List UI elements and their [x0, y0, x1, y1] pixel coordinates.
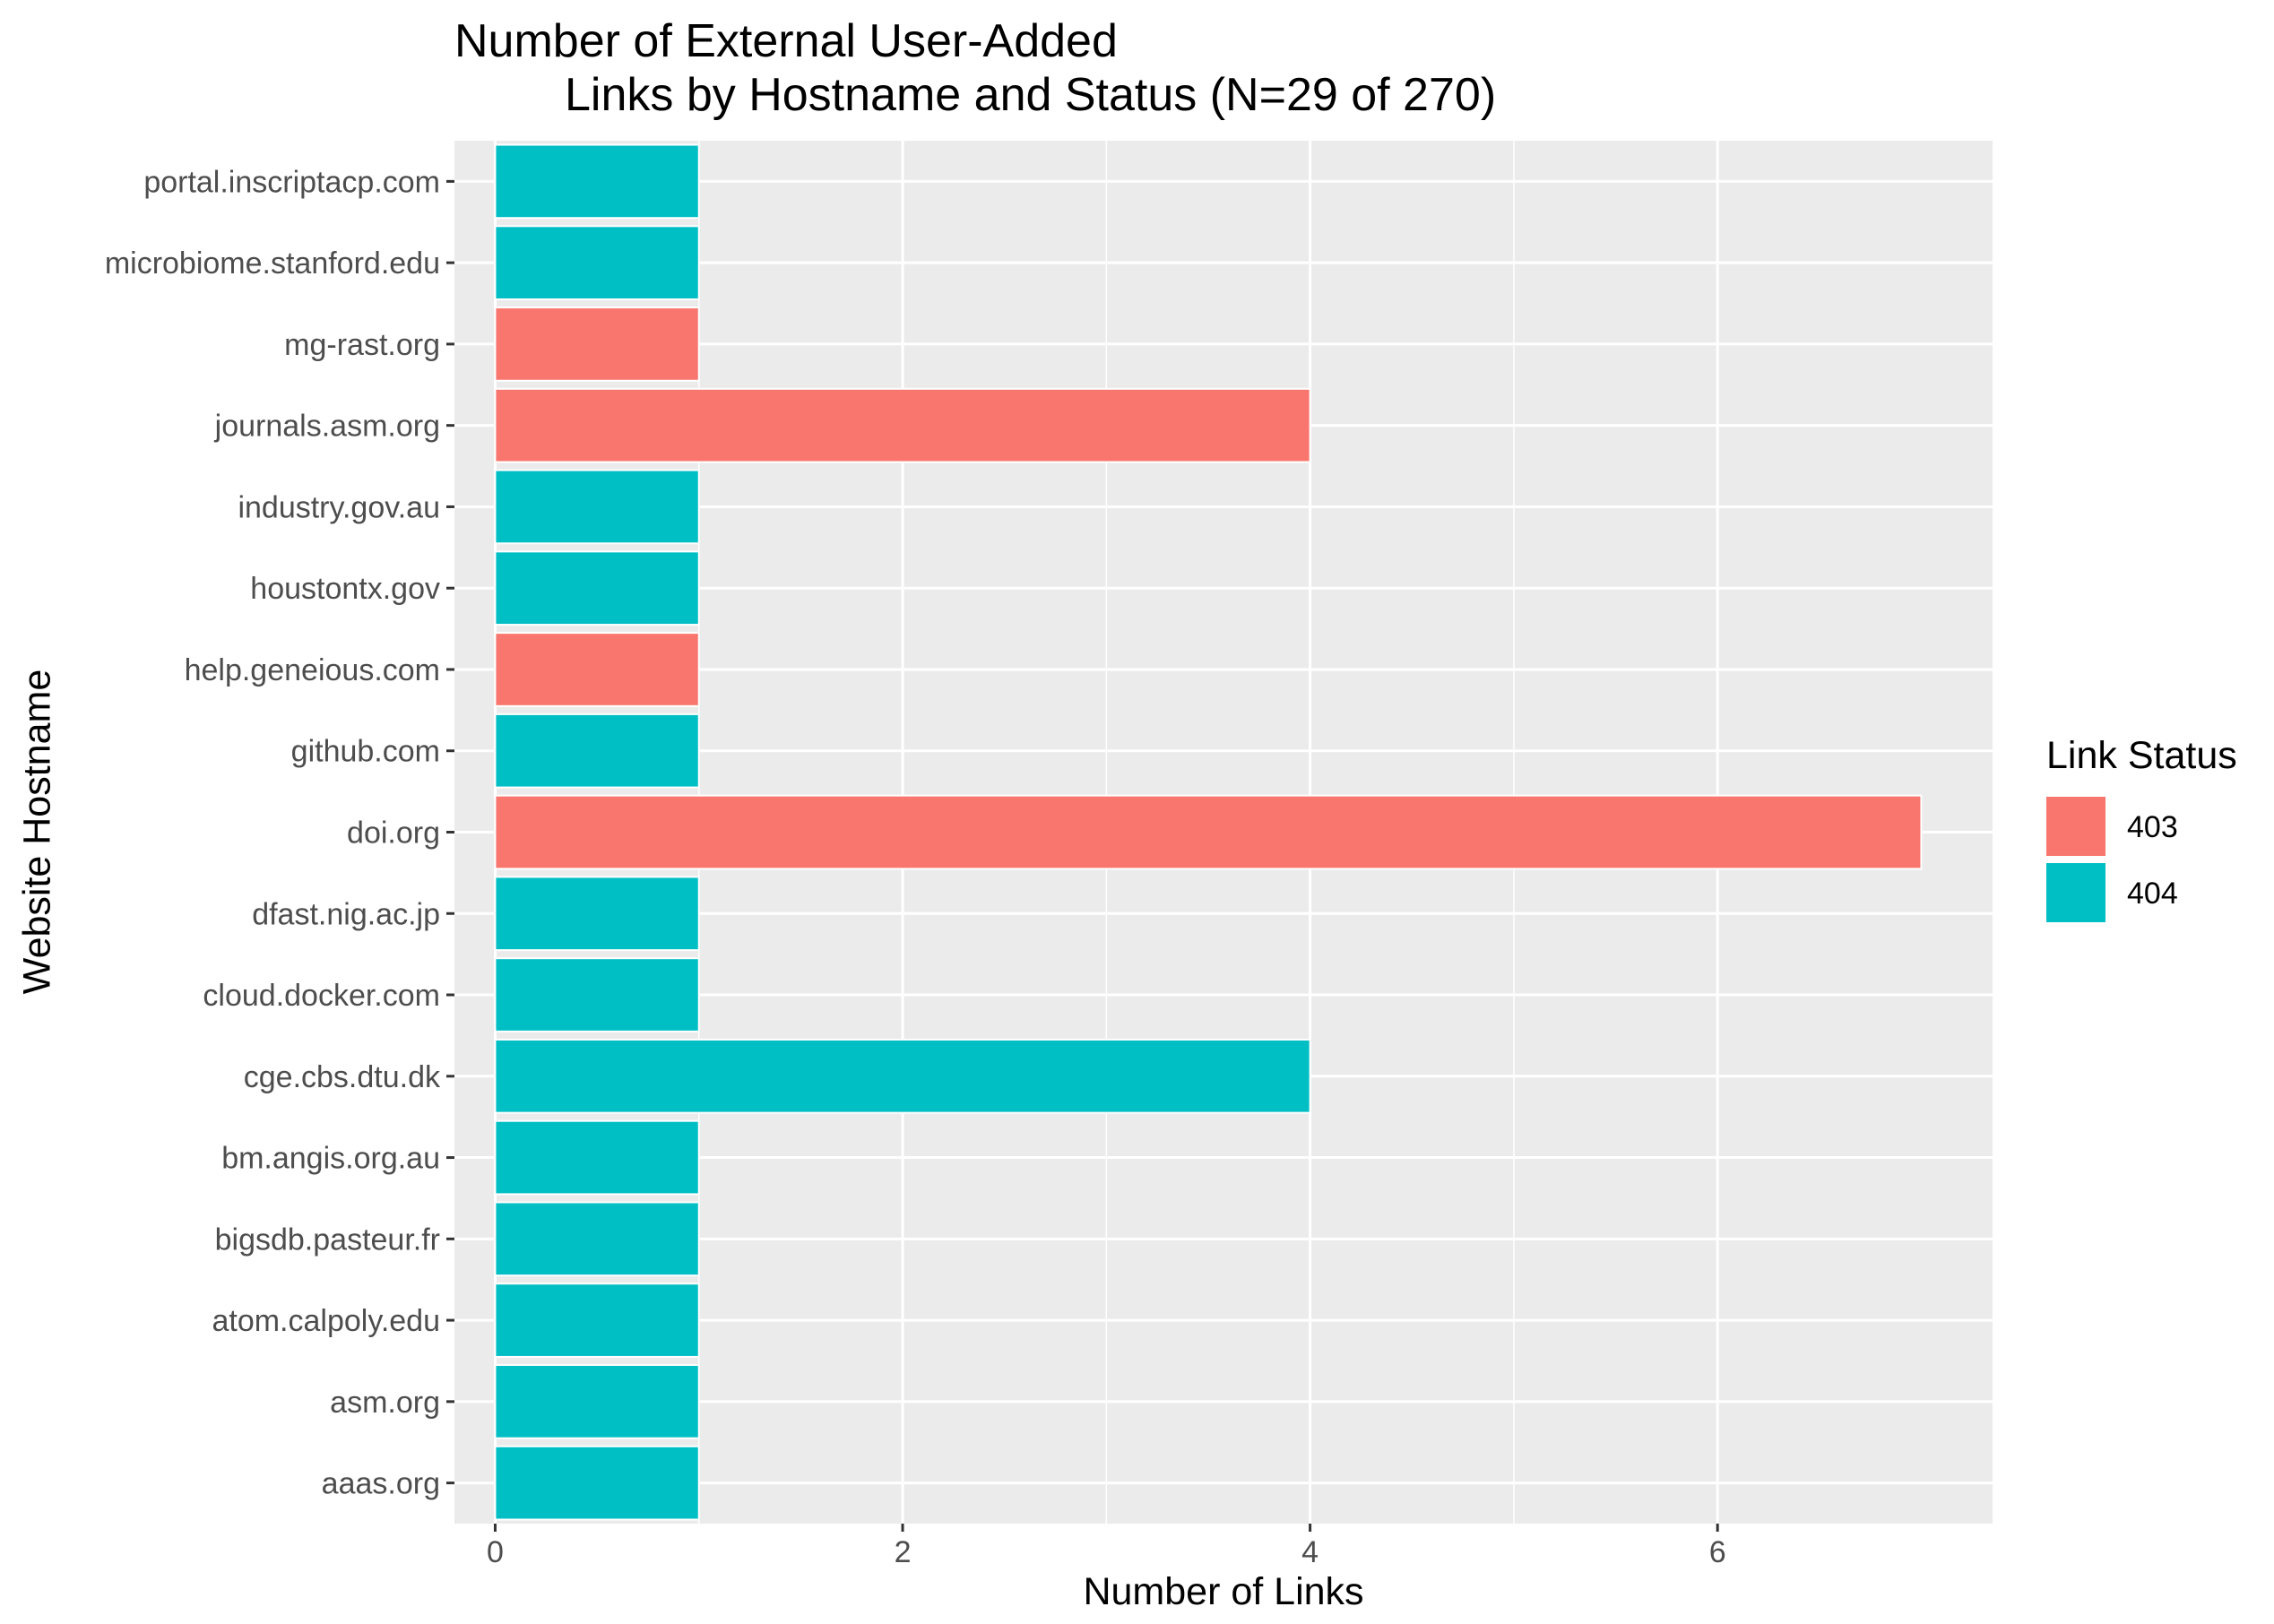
- y-tick-label: atom.calpoly.edu: [212, 1304, 440, 1338]
- bar: [494, 1038, 1311, 1114]
- bar: [494, 957, 700, 1032]
- legend-key-403: [2046, 797, 2105, 856]
- y-tick-label: cge.cbs.dtu.dk: [244, 1060, 441, 1094]
- y-axis-title: Website Hostname: [15, 669, 59, 995]
- x-tick-label: 2: [895, 1535, 912, 1569]
- y-tick-label: industry.gov.au: [238, 490, 440, 524]
- bar: [494, 225, 700, 300]
- bar: [494, 387, 1311, 463]
- y-tick-label: microbiome.stanford.edu: [105, 246, 440, 281]
- y-tick-label: cloud.docker.com: [203, 979, 440, 1013]
- bar: [494, 469, 700, 545]
- bar: [494, 1445, 700, 1521]
- bar: [494, 794, 1923, 870]
- bar: [494, 1283, 700, 1358]
- chart-title-line-2: Links by Hostname and Status (N=29 of 27…: [565, 69, 1497, 121]
- y-tick-label: aaas.org: [322, 1467, 440, 1501]
- x-tick-label: 0: [487, 1535, 504, 1569]
- y-axis-ticks: portal.inscriptacp.com microbiome.stanfor…: [105, 165, 454, 1501]
- x-tick-label: 4: [1301, 1535, 1319, 1569]
- x-axis-ticks: 0 2 4 6: [487, 1524, 1726, 1569]
- x-tick-label: 6: [1709, 1535, 1726, 1569]
- bar: [494, 307, 700, 382]
- legend-label-403: 403: [2127, 810, 2178, 844]
- chart-title-line-1: Number of External User-Added: [454, 15, 1118, 67]
- y-tick-label: bigsdb.pasteur.fr: [215, 1222, 440, 1257]
- y-tick-label: journals.asm.org: [214, 410, 440, 444]
- y-tick-label: portal.inscriptacp.com: [143, 165, 440, 199]
- y-tick-label: doi.org: [347, 816, 440, 851]
- y-tick-label: dfast.nig.ac.jp: [252, 897, 440, 931]
- bar: [494, 713, 700, 789]
- bar: [494, 550, 700, 626]
- bar: [494, 143, 700, 220]
- y-tick-label: houstontx.gov: [250, 572, 440, 606]
- y-tick-label: asm.org: [330, 1386, 440, 1420]
- y-tick-label: bm.angis.org.au: [221, 1142, 440, 1176]
- legend-key-404: [2046, 863, 2105, 922]
- y-tick-label: github.com: [291, 735, 440, 769]
- bars: [494, 143, 1923, 1521]
- bar: [494, 1364, 700, 1439]
- legend-title: Link Status: [2046, 734, 2237, 777]
- x-axis-title: Number of Links: [1083, 1570, 1364, 1613]
- bar: [494, 1201, 700, 1277]
- bar: [494, 632, 700, 707]
- legend-label-404: 404: [2127, 877, 2178, 911]
- bar: [494, 876, 700, 952]
- y-tick-label: mg-rast.org: [284, 328, 440, 362]
- y-tick-label: help.geneious.com: [185, 653, 440, 687]
- bar: [494, 1119, 700, 1196]
